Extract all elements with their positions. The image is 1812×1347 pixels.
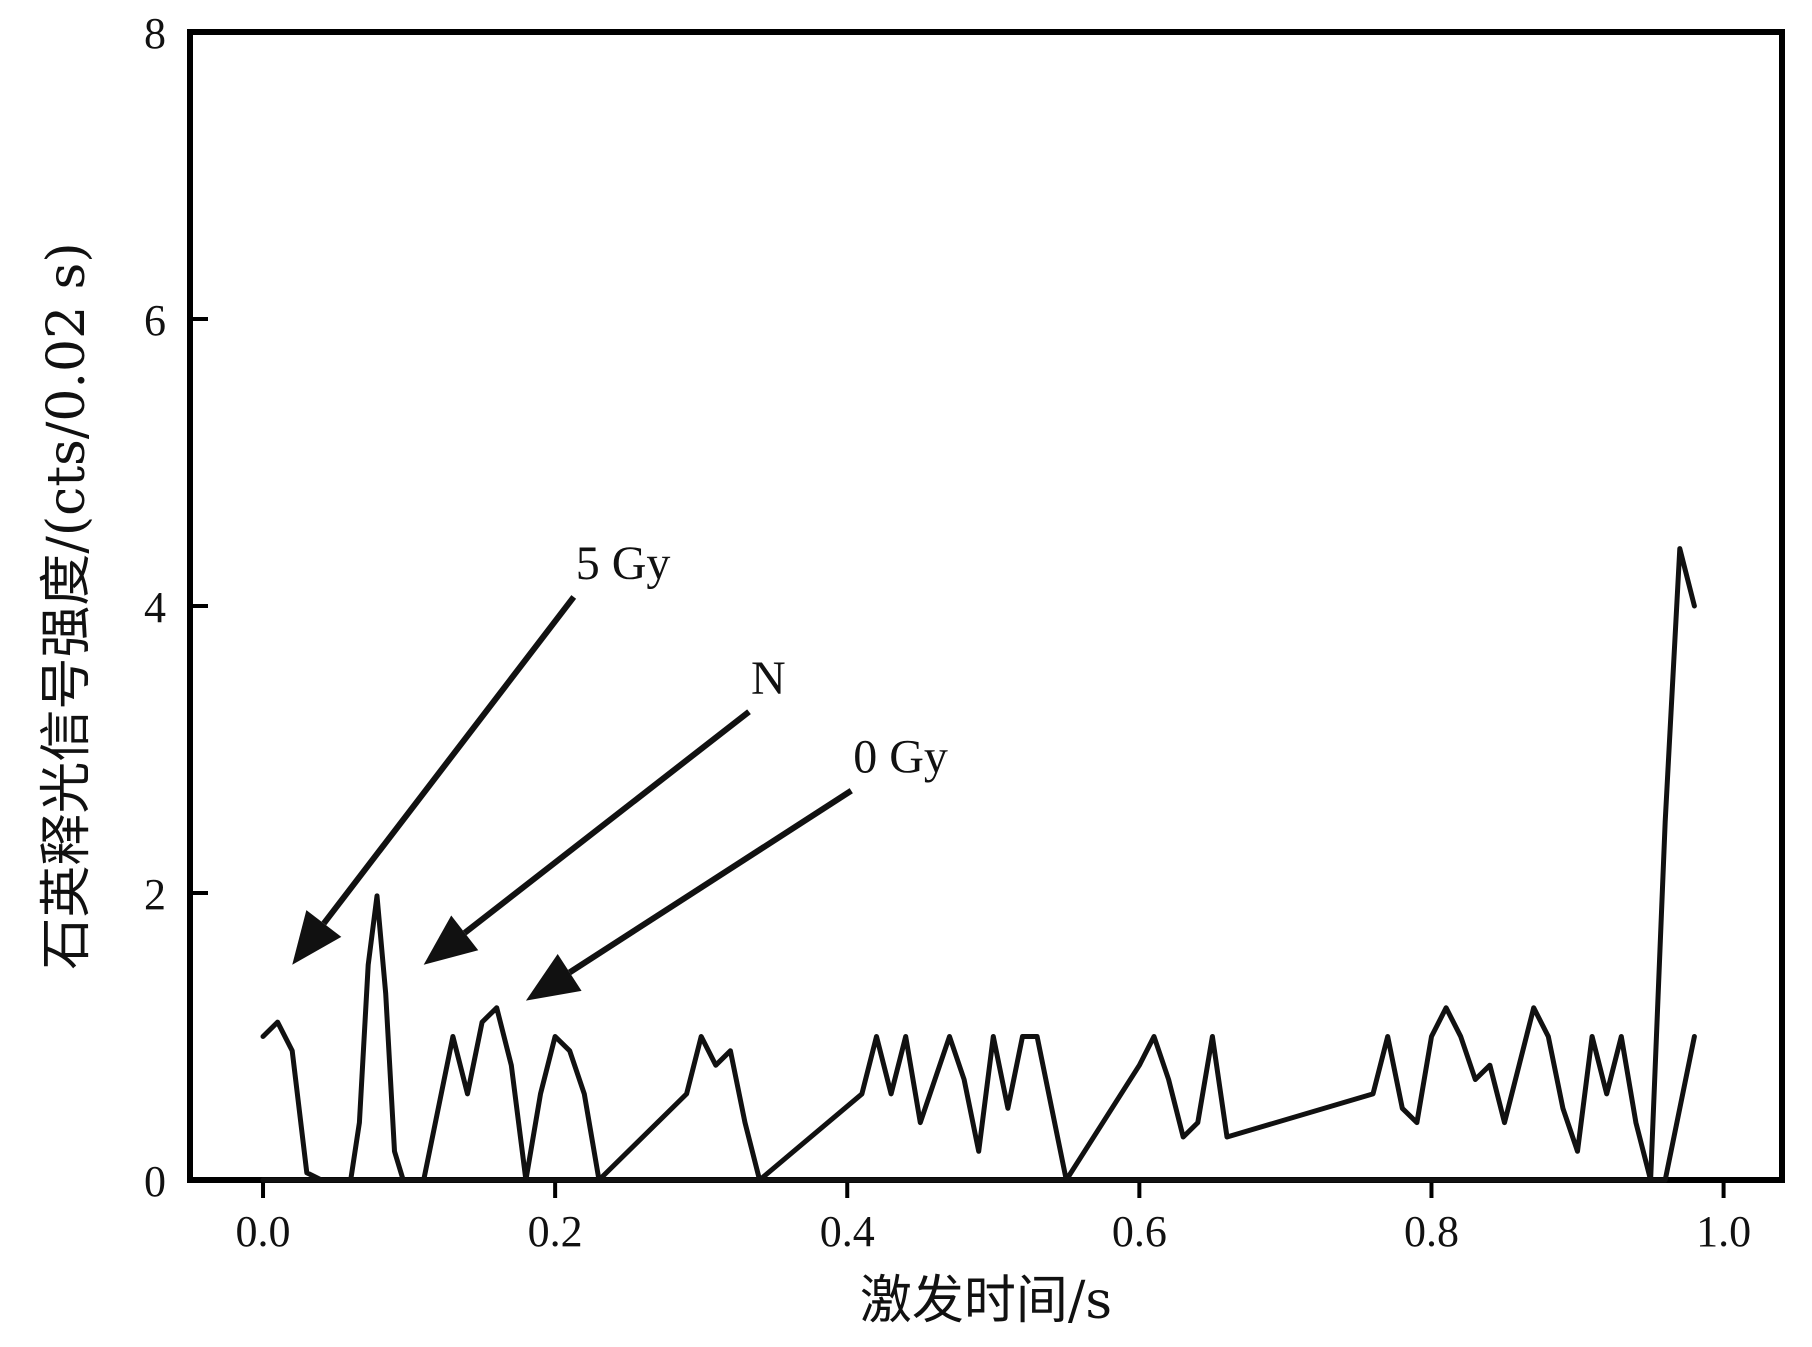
- x-tick-label: 0.4: [820, 1207, 875, 1256]
- x-axis-label: 激发时间/s: [860, 1271, 1112, 1331]
- y-axis-ticks: 0 2 4 6 8: [144, 9, 208, 1206]
- annotation-label: N: [751, 652, 786, 705]
- x-tick-label: 0.6: [1112, 1207, 1167, 1256]
- y-tick-label: 6: [144, 296, 166, 345]
- x-tick-label: 0.0: [236, 1207, 291, 1256]
- annotation-layer: 5 Gy N 0 Gy: [292, 537, 948, 1001]
- annotation-label: 5 Gy: [576, 537, 671, 590]
- annotation-arrow-shaft: [567, 788, 853, 975]
- annotation-arrow-head: [292, 910, 342, 965]
- y-tick-label: 8: [144, 9, 166, 58]
- annotation-label: 0 Gy: [853, 731, 948, 784]
- annotation-arrow-shaft: [462, 709, 751, 936]
- annotation-arrow-head: [525, 953, 582, 1001]
- annotation-arrow-shaft: [321, 595, 577, 926]
- plot-frame: [187, 29, 1785, 1183]
- annotation-arrow-head: [423, 915, 479, 965]
- x-tick-label: 0.8: [1404, 1207, 1459, 1256]
- series-line-1: [260, 546, 1697, 1183]
- series-layer: [260, 546, 1697, 1183]
- series-line-2: [260, 1005, 1697, 1183]
- y-axis-label: 石英释光信号强度/(cts/0.02 s): [37, 242, 97, 969]
- x-tick-label: 1.0: [1696, 1207, 1751, 1256]
- x-axis-ticks: 0.0 0.2 0.4 0.6 0.8 1.0: [236, 1180, 1751, 1256]
- x-tick-label: 0.2: [528, 1207, 583, 1256]
- y-tick-label: 0: [144, 1157, 166, 1206]
- y-tick-label: 2: [144, 870, 166, 919]
- y-tick-label: 4: [144, 583, 166, 632]
